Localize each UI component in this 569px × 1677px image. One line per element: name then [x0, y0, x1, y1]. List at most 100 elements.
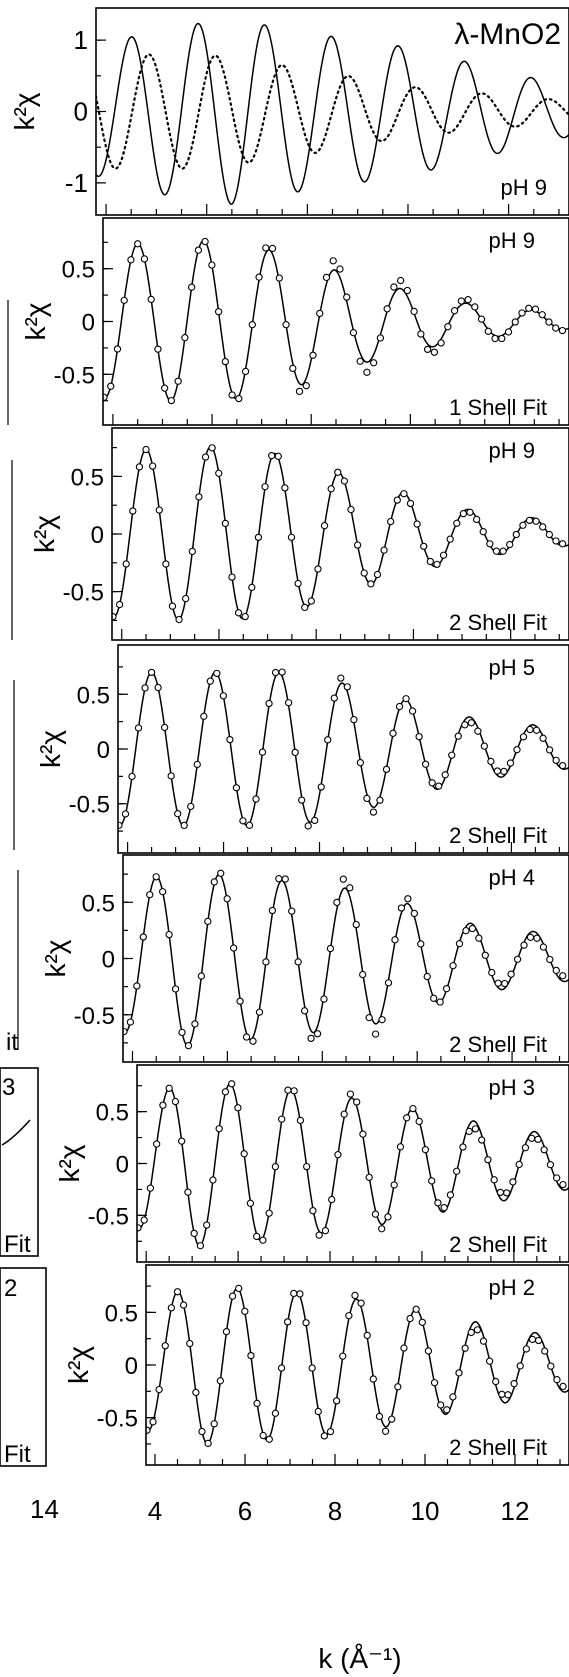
data-point	[553, 1376, 561, 1384]
data-point	[228, 573, 236, 581]
data-point	[213, 669, 221, 677]
data-point	[434, 1199, 442, 1207]
data-point	[241, 367, 250, 376]
fragment-frame	[0, 1067, 39, 1257]
data-point	[485, 1357, 494, 1365]
data-point	[409, 1104, 417, 1113]
data-point	[492, 1377, 500, 1386]
dotted-series-line	[96, 53, 569, 170]
data-point	[296, 1116, 305, 1125]
data-point	[121, 810, 130, 818]
panel-fit-label: 2 Shell Fit	[449, 1232, 547, 1257]
y-tick-label: 0	[102, 947, 115, 974]
data-point	[334, 468, 342, 476]
y-tick-label: 0.5	[71, 464, 104, 491]
data-point	[234, 1104, 242, 1112]
data-point	[314, 1407, 322, 1416]
data-point	[339, 875, 347, 883]
data-point	[479, 1337, 488, 1345]
data-point	[412, 1305, 420, 1313]
data-point	[284, 1318, 292, 1326]
data-point	[441, 771, 449, 779]
data-point	[539, 523, 547, 531]
data-point	[228, 1080, 236, 1088]
data-point	[504, 1391, 512, 1399]
data-point	[123, 1027, 128, 1036]
data-point	[298, 796, 306, 804]
data-point	[188, 547, 196, 556]
y-axis-label: k²χ	[63, 1346, 94, 1384]
data-point	[236, 997, 244, 1005]
data-point	[443, 1406, 451, 1414]
data-point	[118, 821, 123, 829]
data-point	[320, 522, 329, 530]
data-point	[315, 1231, 323, 1239]
data-point	[222, 1328, 231, 1336]
data-point	[426, 557, 434, 566]
data-point	[241, 1307, 249, 1315]
fit-series-line	[118, 671, 569, 827]
data-point	[167, 396, 176, 405]
data-point	[281, 484, 289, 492]
y-tick-label: 0.5	[82, 890, 115, 917]
data-point	[214, 308, 223, 316]
y-tick-label: 0	[125, 1353, 138, 1380]
data-point	[208, 261, 216, 269]
data-point	[192, 1388, 200, 1397]
data-point	[265, 699, 273, 708]
data-point	[547, 1362, 555, 1370]
data-point	[191, 1020, 199, 1028]
fragment-label: 3	[2, 1074, 15, 1101]
y-tick-label: -0.5	[74, 1003, 115, 1030]
data-point	[454, 732, 462, 740]
data-point	[194, 246, 203, 254]
y-axis-label: k²χ	[9, 92, 40, 130]
y-tick-label: 0.5	[105, 1300, 138, 1327]
data-point	[154, 683, 162, 692]
data-point	[558, 326, 567, 335]
data-point	[430, 994, 438, 1002]
data-point	[373, 570, 382, 579]
data-point	[388, 1415, 396, 1423]
data-point	[153, 1140, 161, 1148]
data-point	[534, 1135, 542, 1144]
data-point	[302, 1319, 310, 1327]
data-point	[304, 822, 312, 830]
data-point	[408, 707, 417, 715]
data-point	[190, 1229, 198, 1238]
data-point	[558, 540, 567, 548]
data-point	[383, 305, 391, 313]
y-axis-label: k²χ	[29, 515, 60, 553]
data-point	[413, 520, 421, 528]
data-point	[278, 1115, 286, 1123]
data-point	[290, 1289, 298, 1298]
panel-a: 1 0 -1 k²χ λ-MnO2 pH 9	[9, 7, 569, 216]
y-tick-label: 0	[74, 97, 88, 127]
data-point	[455, 940, 464, 948]
data-point	[349, 329, 358, 337]
data-point	[254, 533, 263, 542]
data-point	[546, 1161, 555, 1169]
data-point	[255, 1008, 264, 1016]
data-point	[391, 936, 399, 944]
data-point	[439, 551, 448, 559]
data-point	[516, 1362, 524, 1370]
data-point	[326, 944, 335, 953]
data-point	[352, 920, 360, 929]
left-panel-fragment: 3 it Fit 2 Fit 14	[0, 300, 59, 1524]
y-axis-label: k²χ	[54, 1144, 85, 1182]
data-point	[528, 1335, 537, 1344]
data-point	[378, 1016, 386, 1024]
panel-plot-area	[146, 1284, 569, 1448]
data-point	[187, 283, 196, 291]
data-point	[147, 668, 156, 677]
panel-plot-area	[118, 668, 569, 830]
data-point	[311, 816, 319, 825]
data-point	[195, 493, 203, 501]
data-point	[440, 1204, 448, 1212]
y-tick-label: -0.5	[97, 1406, 138, 1433]
data-point	[208, 444, 216, 452]
